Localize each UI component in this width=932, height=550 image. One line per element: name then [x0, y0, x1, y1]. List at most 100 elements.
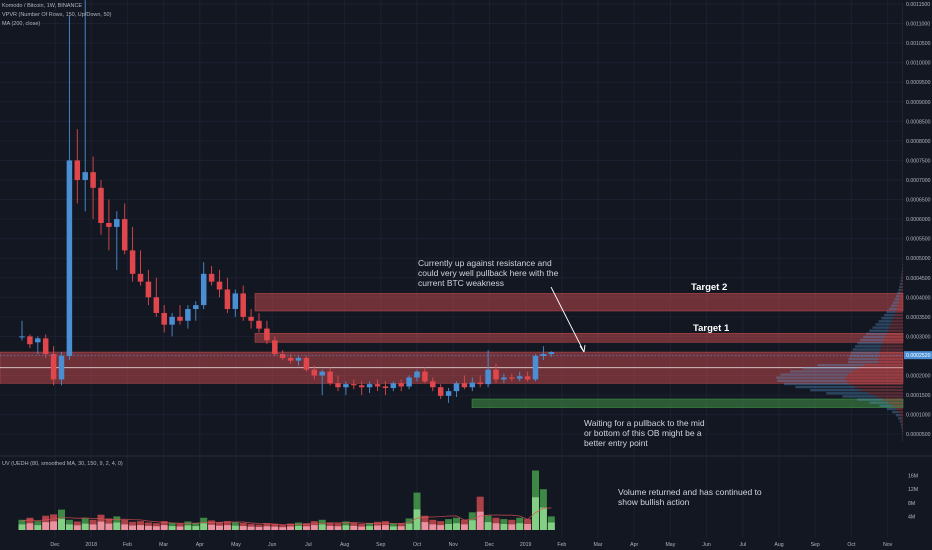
volume-bar: [208, 520, 216, 530]
volume-bar-inner: [144, 525, 152, 530]
volume-bar-inner: [200, 523, 208, 530]
x-tick-label: May: [665, 542, 675, 548]
volume-bar-inner: [42, 522, 50, 530]
volume-bar-inner: [89, 524, 97, 530]
volume-bar-inner: [429, 524, 437, 530]
volume-note: Volume returned and has continued to sho…: [618, 487, 762, 507]
x-tick-label: Feb: [557, 542, 566, 548]
x-tick-label: Aug: [340, 542, 349, 548]
resistance-note: Currently up against resistance and coul…: [418, 258, 559, 288]
candle: [145, 269, 152, 306]
candle: [327, 367, 333, 386]
volume-profile-up: [886, 310, 896, 314]
candle: [303, 355, 310, 372]
volume-bar-inner: [437, 525, 445, 530]
volume-bar: [429, 519, 437, 530]
volume-profile-bar: [902, 220, 903, 223]
candle-body: [509, 377, 515, 379]
volume-bar: [200, 517, 208, 530]
volume-bar: [113, 516, 121, 530]
volume-profile-bar: [901, 426, 903, 429]
candle: [161, 305, 167, 333]
y-tick-label: 0.0001000: [906, 413, 931, 419]
volume-profile-bar: [901, 273, 903, 276]
volume-profile-bar: [902, 241, 903, 245]
volume-profile-bar: [902, 76, 903, 79]
volume-bar: [484, 515, 492, 530]
y-tick-label: 0.0008500: [906, 119, 931, 125]
volume-profile-down: [902, 426, 903, 429]
target-1-label: Target 1: [693, 323, 730, 334]
volume-bar-inner: [366, 526, 374, 530]
volume-profile-up: [901, 276, 903, 279]
volume-bar: [176, 523, 184, 530]
candle: [532, 354, 539, 382]
volume-profile-bar: [902, 66, 903, 70]
volume-profile-bar: [866, 332, 903, 336]
candle: [50, 346, 57, 386]
volume-profile-down: [887, 401, 903, 404]
volume-bar: [105, 518, 113, 530]
volume-bar: [437, 521, 445, 530]
candle-body: [74, 160, 81, 180]
x-tick-label: 2019: [520, 542, 532, 548]
volume-profile-down: [879, 351, 903, 354]
volume-bar-inner: [121, 524, 129, 530]
volume-profile-bar: [902, 251, 903, 254]
volume-profile-bar: [902, 119, 903, 123]
volume-bar-inner: [445, 524, 453, 530]
candle-body: [548, 352, 555, 355]
volume-profile-up: [777, 379, 847, 382]
x-tick-label: Feb: [123, 542, 132, 548]
volume-ma-line: [21, 507, 552, 525]
volume-bar-inner: [374, 525, 381, 530]
volume-profile-up: [898, 288, 901, 292]
volume-bar: [144, 522, 152, 530]
volume-profile-up: [860, 338, 884, 342]
volume-profile-down: [893, 317, 903, 320]
volume-profile-down: [881, 345, 903, 348]
volume-bar: [129, 521, 137, 530]
volume-profile-bar: [902, 176, 903, 179]
candle-body: [485, 369, 491, 385]
volume-profile-bar: [902, 188, 903, 192]
volume-profile-bar: [892, 301, 903, 304]
volume-profile-up: [848, 357, 879, 361]
volume-profile-bar: [902, 41, 903, 45]
volume-profile-bar: [902, 232, 903, 235]
candle-body: [106, 223, 112, 227]
volume-profile-bar: [790, 370, 903, 373]
price-badge: [904, 351, 932, 360]
volume-bar-inner: [350, 525, 358, 530]
volume-profile-bar: [897, 291, 903, 295]
volume-bar-inner: [421, 522, 429, 530]
volume-bar: [26, 517, 34, 530]
volume-profile-bar: [848, 357, 903, 361]
volume-bar: [42, 515, 50, 530]
candle-body: [414, 371, 420, 378]
volume-bar-inner: [255, 527, 263, 530]
candle: [390, 381, 397, 392]
volume-bar: [508, 519, 516, 530]
volume-profile-bar: [902, 257, 903, 260]
volume-profile-down: [899, 414, 903, 417]
volume-profile-down: [875, 395, 903, 398]
volume-profile-down: [849, 382, 903, 386]
volume-bar: [58, 509, 65, 530]
candle: [42, 334, 49, 358]
volume-profile-bar: [892, 410, 903, 414]
volume-bar: [366, 522, 374, 530]
volume-profile-bar: [902, 235, 903, 239]
volume-bar: [160, 521, 168, 530]
volume-bar: [184, 521, 192, 530]
volume-profile-up: [875, 323, 891, 326]
volume-profile-down: [883, 338, 903, 342]
candle-body: [114, 219, 120, 227]
volume-profile-up: [901, 270, 903, 273]
volume-profile-bar: [902, 82, 903, 85]
volume-profile-bar: [881, 317, 903, 320]
candle-body: [177, 316, 183, 321]
volume-bar: [239, 522, 247, 530]
candle: [524, 371, 531, 382]
